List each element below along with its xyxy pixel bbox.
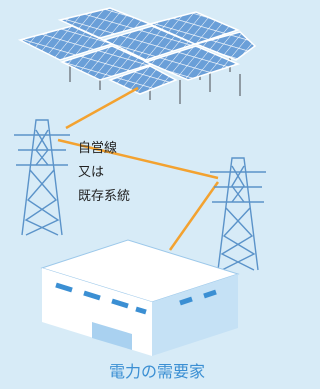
line-label: 自営線: [78, 140, 117, 156]
illustration: 自営線 又は 既存系統 電力の需要家: [0, 0, 268, 389]
caption: 電力の需要家: [109, 362, 205, 381]
line-label: 既存系統: [78, 189, 130, 204]
line-label: 又は: [78, 165, 104, 180]
page: 自営線 又は 既存系統 電力の需要家 (() => { const data =…: [0, 0, 268, 389]
